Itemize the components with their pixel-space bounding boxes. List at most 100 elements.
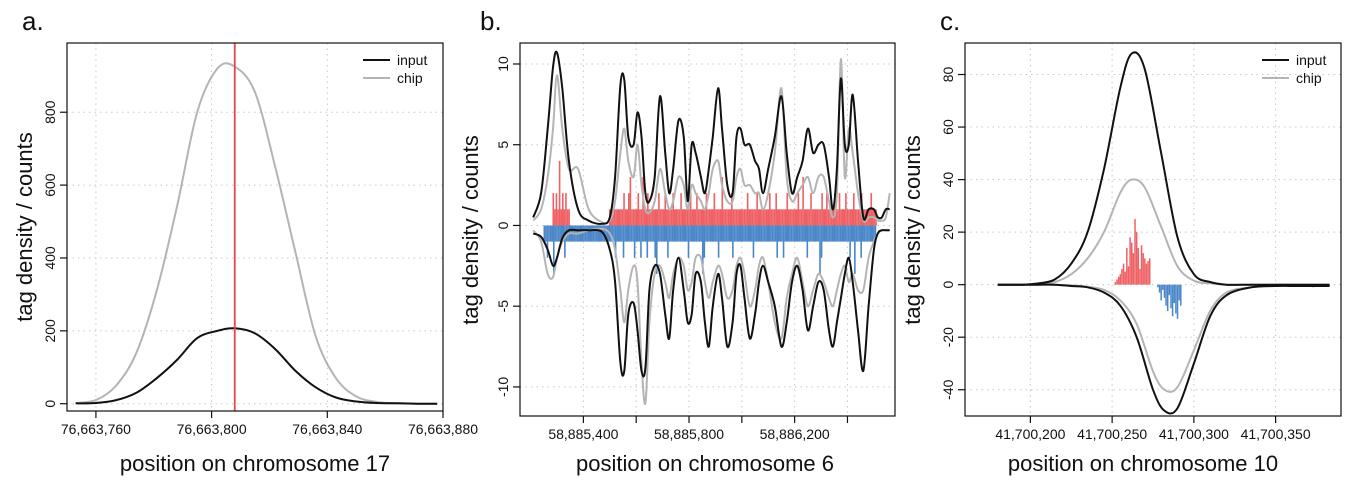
- panel-b-series-chip-minus-line: [532, 227, 890, 406]
- panel-b-bar-plus: [650, 209, 652, 226]
- panel-c-bar-minus: [1158, 284, 1161, 293]
- panel-b-bar-minus: [827, 225, 829, 242]
- panel-b-bar-minus: [654, 225, 657, 258]
- panel-b-bar-plus: [751, 209, 754, 226]
- panel-b-bar-plus: [566, 209, 569, 226]
- panel-b-bar-minus: [644, 225, 647, 242]
- panel-b-x-tick-label: 58,885,400: [548, 426, 618, 442]
- panel-b-bar-plus: [624, 209, 627, 226]
- panel-b-bar-minus: [560, 225, 563, 242]
- panel-b-bar-minus: [771, 225, 774, 242]
- panel-b-bar-minus: [652, 225, 655, 242]
- panel-b-bar-minus: [730, 225, 733, 242]
- panel-b-bar-plus: [643, 209, 646, 226]
- panel-b-bar-minus: [728, 225, 731, 242]
- panel-b-bar-minus: [553, 225, 555, 274]
- panel-c-bar-plus: [1130, 242, 1133, 285]
- panel-b-bar-plus: [718, 209, 720, 226]
- panel-b-bar-plus: [727, 209, 730, 226]
- panel-b-bar-minus: [795, 225, 798, 242]
- panel-b-bar-minus: [708, 225, 710, 242]
- panel-b-series-input-minus-line: [532, 228, 890, 378]
- panel-b-y-tick-label: -5: [495, 300, 511, 313]
- panel-b-bar-plus: [640, 209, 643, 226]
- panel-b-bar-plus: [680, 193, 682, 226]
- panel-b-bar-minus: [835, 225, 837, 242]
- panel-b-x-tick-label: 58,886,200: [760, 426, 830, 442]
- panel-b-bar-minus: [792, 225, 794, 242]
- panel-b-bar-plus: [737, 209, 739, 226]
- panel-b-bar-minus: [846, 225, 848, 242]
- panel-b-letter: b.: [480, 6, 502, 36]
- panel-b-bar-minus: [554, 225, 557, 242]
- panel-b-bar-plus: [635, 209, 638, 226]
- panel-b-bar-plus: [857, 209, 860, 226]
- panel-b-bar-plus: [854, 209, 857, 226]
- panel-b-bar-plus: [856, 209, 858, 226]
- panel-b-bar-plus: [838, 193, 841, 226]
- panel-c-y-tick-label: 20: [940, 224, 956, 240]
- panel-b-bar-plus: [688, 209, 690, 226]
- panel-b-bar-plus: [565, 193, 567, 226]
- panel-c-bar-minus: [1175, 284, 1177, 314]
- panel-b-bar-plus: [792, 209, 795, 226]
- panel-b-bar-plus: [821, 193, 823, 226]
- panel-a-x-axis-label: position on chromosome 17: [120, 451, 390, 476]
- panel-b-bar-minus: [605, 225, 607, 242]
- panel-b-bar-minus: [701, 225, 704, 274]
- panel-b-bar-minus: [583, 225, 585, 242]
- panel-b-bar-plus: [810, 193, 812, 226]
- panel-c-y-axis-label: tag density / counts: [900, 135, 925, 325]
- panel-b-bar-minus: [727, 225, 729, 242]
- panel-b-bar-plus: [678, 209, 681, 226]
- panel-b-bar-minus: [823, 225, 826, 242]
- panel-b-bar-minus: [746, 225, 748, 242]
- panel-b-bar-minus: [838, 225, 840, 242]
- panel-b-bar-plus: [761, 209, 763, 226]
- panel-b-bar-plus: [735, 209, 738, 226]
- panel-b-bar-minus: [732, 225, 734, 258]
- panel-b-bar-minus: [739, 225, 742, 242]
- panel-c-bar-minus: [1178, 284, 1180, 301]
- panel-c-bar-plus: [1117, 276, 1120, 285]
- panel-c-bar-plus: [1126, 247, 1128, 285]
- panel-b-bar-plus: [552, 193, 555, 226]
- panel-c-bar-minus: [1170, 284, 1172, 309]
- panel-b-bar-plus: [729, 209, 732, 226]
- panel-b-bar-plus: [824, 209, 827, 226]
- panel-b-bar-minus: [842, 225, 845, 242]
- panel-b-bar-minus: [778, 225, 780, 242]
- panel-b-bar-minus: [556, 225, 558, 242]
- panel-b-bar-plus: [730, 193, 733, 226]
- panel-b-bar-plus: [616, 209, 619, 226]
- panel-b-bar-plus: [700, 209, 703, 226]
- panel-b-bar-plus: [723, 209, 725, 226]
- panel-b-x-axis-label: position on chromosome 6: [576, 451, 834, 476]
- panel-b-bar-minus: [638, 225, 641, 242]
- panel-b-bar-plus: [762, 209, 765, 226]
- panel-b-bar-minus: [660, 225, 663, 242]
- panel-b-bar-minus: [850, 225, 853, 242]
- panel-b-bar-minus: [736, 225, 739, 242]
- panel-c-bar-plus: [1122, 263, 1125, 285]
- panel-b-bar-minus: [641, 225, 644, 242]
- panel-b-bar-plus: [822, 209, 825, 226]
- panel-a-y-tick-label: 600: [42, 173, 58, 197]
- panel-c-series-chip-minus-line: [997, 283, 1330, 393]
- panel-b-bar-minus: [855, 225, 858, 242]
- panel-b-bar-minus: [719, 225, 721, 242]
- panel-b-bar-minus: [747, 225, 750, 242]
- panel-b-bar-minus: [613, 225, 615, 242]
- panel-b-bar-minus: [594, 225, 596, 242]
- panel-c-x-axis-label: position on chromosome 10: [1008, 451, 1278, 476]
- panel-b-bar-plus: [560, 209, 562, 226]
- panel-c-y-tick-label: 60: [940, 119, 956, 135]
- panel-b-bar-minus: [586, 225, 588, 242]
- panel-b-bar-minus: [866, 225, 869, 242]
- panel-b-bar-minus: [833, 225, 836, 242]
- panel-a-series-chip-line: [75, 62, 438, 405]
- panel-b-bar-minus: [809, 225, 812, 242]
- panel-b-bar-minus: [600, 225, 603, 242]
- panel-c-legend-chip-label: chip: [1296, 70, 1322, 86]
- panel-b-bar-plus: [853, 193, 855, 226]
